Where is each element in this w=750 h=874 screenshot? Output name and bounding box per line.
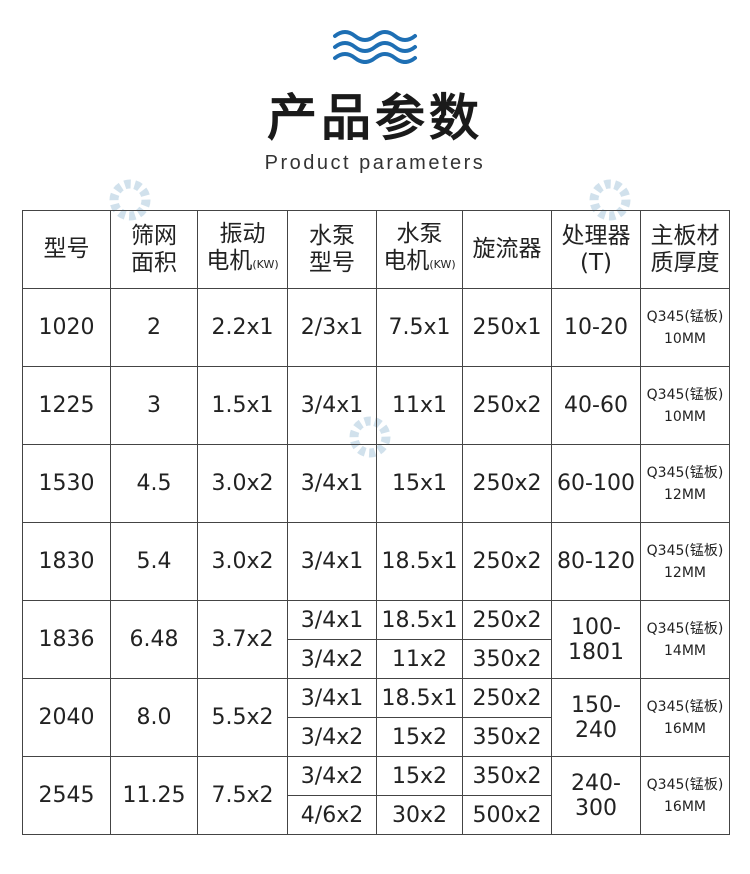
cell-cyclone: 500x2 bbox=[462, 795, 552, 835]
cell-vibration-motor: 5.5x2 bbox=[197, 678, 288, 757]
page-subtitle: Product parameters bbox=[264, 152, 486, 174]
cell-screen-area: 8.0 bbox=[110, 678, 198, 757]
header-row: 型号 筛网 面积 振动 电机(KW) 水泵 型号 水泵 电机(KW) 旋流器 处理器 (T) 主板材 质厚… bbox=[22, 210, 730, 289]
cell-capacity: 40-60 bbox=[551, 366, 641, 445]
column-header: 处理器 (T) bbox=[551, 210, 641, 289]
cell-pump-motor: 18.5x1 bbox=[376, 600, 463, 640]
cell-cyclone: 350x2 bbox=[462, 756, 552, 796]
cell-capacity: 10-20 bbox=[551, 288, 641, 367]
cell-vibration-motor: 3.0x2 bbox=[197, 522, 288, 601]
cell-screen-area: 6.48 bbox=[110, 600, 198, 679]
cell-pump-motor: 7.5x1 bbox=[376, 288, 463, 367]
cell-material: Q345(锰板) 10MM bbox=[640, 366, 730, 445]
cell-screen-area: 2 bbox=[110, 288, 198, 367]
cell-pump-model: 2/3x1 bbox=[287, 288, 377, 367]
cell-material: Q345(锰板) 12MM bbox=[640, 522, 730, 601]
cell-screen-area: 11.25 bbox=[110, 756, 198, 835]
cell-pump-model: 4/6x2 bbox=[287, 795, 377, 835]
cell-model: 1530 bbox=[22, 444, 111, 523]
cell-capacity: 60-100 bbox=[551, 444, 641, 523]
cell-capacity: 100-1801 bbox=[551, 600, 641, 679]
cell-pump-model: 3/4x1 bbox=[287, 522, 377, 601]
table-row: 1836 6.48 3.7x2 3/4x1 18.5x1 250x2 100-1801 Q34… bbox=[22, 600, 730, 679]
page-title: 产品参数 bbox=[267, 89, 483, 147]
column-header: 振动 电机(KW) bbox=[197, 210, 288, 289]
column-header: 筛网 面积 bbox=[110, 210, 198, 289]
cell-cyclone: 350x2 bbox=[462, 639, 552, 679]
table-row: 3/4x2 15x2 350x2 bbox=[23, 717, 730, 757]
cell-pump-motor: 15x2 bbox=[376, 717, 463, 757]
cell-pump-motor: 30x2 bbox=[376, 795, 463, 835]
cell-vibration-motor: 7.5x2 bbox=[197, 756, 288, 835]
cell-material: Q345(锰板) 16MM bbox=[640, 756, 730, 835]
cell-capacity: 150-240 bbox=[551, 678, 641, 757]
parameters-table: 型号 筛网 面积 振动 电机(KW) 水泵 型号 水泵 电机(KW) 旋流器 处理器 (T) 主板材 质厚… bbox=[22, 210, 730, 835]
cell-model: 1225 bbox=[22, 366, 111, 445]
cell-pump-motor: 11x1 bbox=[376, 366, 463, 445]
cell-vibration-motor: 2.2x1 bbox=[197, 288, 288, 367]
column-header: 旋流器 bbox=[462, 210, 552, 289]
cell-model: 2545 bbox=[22, 756, 111, 835]
cell-cyclone: 250x1 bbox=[462, 288, 552, 367]
cell-model: 1830 bbox=[22, 522, 111, 601]
cell-pump-model: 3/4x2 bbox=[287, 756, 377, 796]
cell-pump-model: 3/4x1 bbox=[287, 366, 377, 445]
cell-pump-model: 3/4x1 bbox=[287, 600, 377, 640]
table-row: 2545 11.25 7.5x2 3/4x2 15x2 350x2 240-300 Q345(… bbox=[22, 756, 730, 835]
cell-vibration-motor: 3.0x2 bbox=[197, 444, 288, 523]
cell-model: 2040 bbox=[22, 678, 111, 757]
cell-capacity: 80-120 bbox=[551, 522, 641, 601]
cell-cyclone: 250x2 bbox=[462, 678, 552, 718]
column-header: 型号 bbox=[22, 210, 111, 289]
cell-pump-model: 3/4x1 bbox=[287, 678, 377, 718]
cell-pump-motor: 18.5x1 bbox=[376, 678, 463, 718]
table-row: 1020 2 2.2x1 2/3x1 7.5x1 250x1 10-20 Q345(锰板) 10… bbox=[22, 288, 730, 367]
cell-vibration-motor: 3.7x2 bbox=[197, 600, 288, 679]
cell-pump-motor: 18.5x1 bbox=[376, 522, 463, 601]
cell-cyclone: 250x2 bbox=[462, 366, 552, 445]
cell-pump-motor: 15x2 bbox=[376, 756, 463, 796]
cell-material: Q345(锰板) 14MM bbox=[640, 600, 730, 679]
waves-icon bbox=[333, 30, 417, 64]
cell-material: Q345(锰板) 10MM bbox=[640, 288, 730, 367]
table-row: 1225 3 1.5x1 3/4x1 11x1 250x2 40-60 Q345(锰板) 10M… bbox=[22, 366, 730, 445]
cell-material: Q345(锰板) 12MM bbox=[640, 444, 730, 523]
cell-capacity: 240-300 bbox=[551, 756, 641, 835]
cell-cyclone: 250x2 bbox=[462, 444, 552, 523]
cell-model: 1836 bbox=[22, 600, 111, 679]
cell-cyclone: 350x2 bbox=[462, 717, 552, 757]
cell-cyclone: 250x2 bbox=[462, 600, 552, 640]
cell-screen-area: 4.5 bbox=[110, 444, 198, 523]
cell-pump-motor: 11x2 bbox=[376, 639, 463, 679]
cell-pump-model: 3/4x2 bbox=[287, 717, 377, 757]
table-row: 2040 8.0 5.5x2 3/4x1 18.5x1 250x2 150-240 Q345(… bbox=[22, 678, 730, 757]
cell-cyclone: 250x2 bbox=[462, 522, 552, 601]
table-row: 1530 4.5 3.0x2 3/4x1 15x1 250x2 60-100 Q345(锰板)… bbox=[22, 444, 730, 523]
cell-material: Q345(锰板) 16MM bbox=[640, 678, 730, 757]
cell-model: 1020 bbox=[22, 288, 111, 367]
table-row: 1830 5.4 3.0x2 3/4x1 18.5x1 250x2 80-120 Q345(锰… bbox=[22, 522, 730, 601]
cell-pump-model: 3/4x2 bbox=[287, 639, 377, 679]
cell-pump-motor: 15x1 bbox=[376, 444, 463, 523]
cell-pump-model: 3/4x1 bbox=[287, 444, 377, 523]
cell-vibration-motor: 1.5x1 bbox=[197, 366, 288, 445]
cell-screen-area: 3 bbox=[110, 366, 198, 445]
cell-screen-area: 5.4 bbox=[110, 522, 198, 601]
column-header: 主板材 质厚度 bbox=[640, 210, 730, 289]
column-header: 水泵 电机(KW) bbox=[376, 210, 463, 289]
table-row: 4/6x2 30x2 500x2 bbox=[23, 795, 730, 835]
column-header: 水泵 型号 bbox=[287, 210, 377, 289]
